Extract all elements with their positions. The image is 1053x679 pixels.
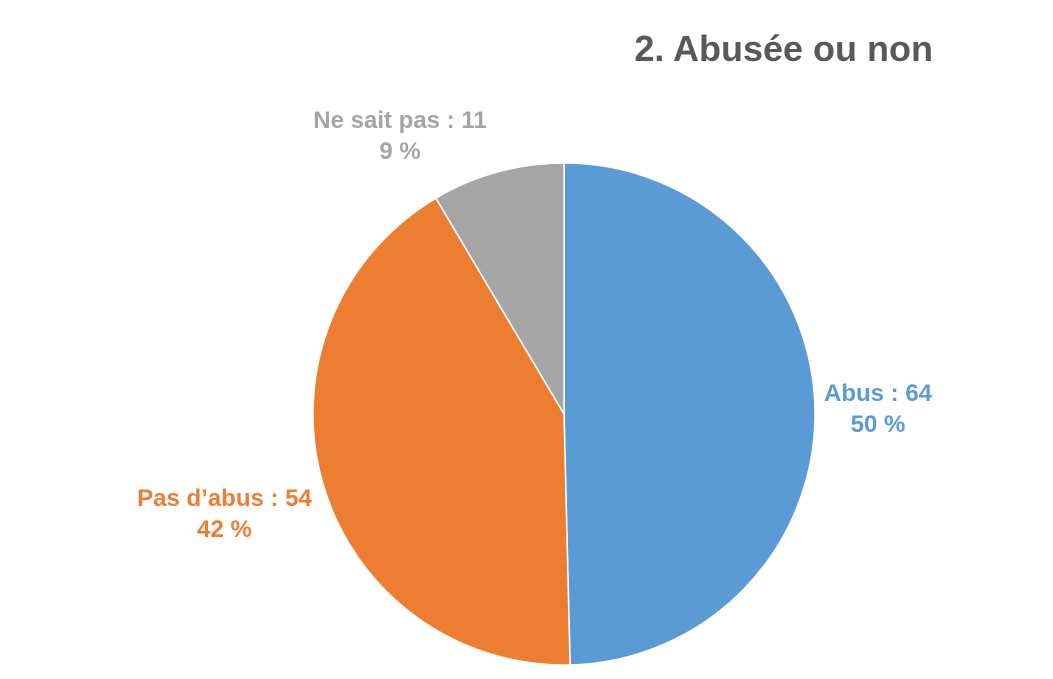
pie-slice-ne-sait-pas bbox=[434, 162, 565, 417]
slice-label-ne-sait-pas-count: Ne sait pas : 11 bbox=[313, 107, 487, 134]
slice-label-pas-abus-count: Pas d’abus : 54 bbox=[137, 485, 312, 512]
slice-label-abus: Abus : 64 50 % bbox=[812, 378, 944, 440]
slice-label-ne-sait-pas-percent: 9 % bbox=[379, 138, 421, 165]
pie-slice-abus bbox=[563, 162, 816, 666]
pie-slices bbox=[312, 162, 816, 666]
slice-label-abus-count: Abus : 64 bbox=[823, 380, 933, 407]
slice-label-pas-abus-percent: 42 % bbox=[197, 516, 252, 543]
chart-title: 2. Abusée ou non bbox=[634, 28, 933, 69]
slice-label-pas-abus: Pas d’abus : 54 42 % bbox=[122, 483, 327, 545]
pie-slice-pas-d-abus bbox=[312, 197, 571, 666]
slice-label-abus-percent: 50 % bbox=[850, 411, 906, 438]
slice-label-ne-sait-pas: Ne sait pas : 11 9 % bbox=[295, 105, 505, 167]
